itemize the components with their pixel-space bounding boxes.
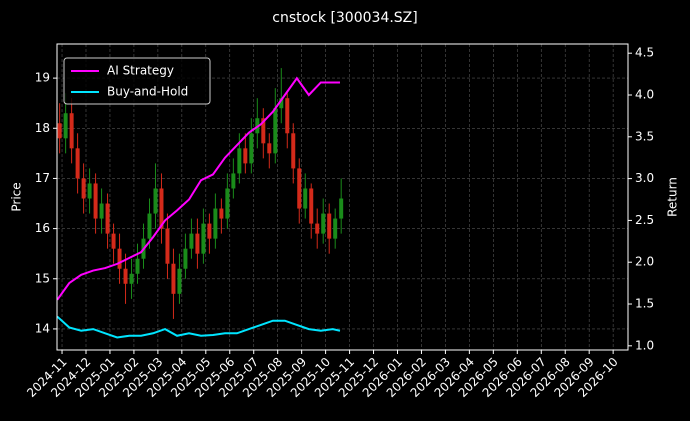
candle-body (117, 248, 122, 269)
candle-body (69, 113, 74, 149)
candle-body (201, 223, 206, 254)
candle-body (129, 273, 134, 284)
candle-body (231, 173, 236, 189)
candle-body (297, 168, 302, 209)
candle-body (153, 188, 158, 214)
y-axis-label: Price (10, 182, 24, 211)
candle-body (87, 183, 92, 199)
candle-body (171, 263, 176, 294)
candle-body (207, 223, 212, 239)
candle-body (309, 188, 314, 224)
candle-body (315, 223, 320, 234)
candle-body (177, 268, 182, 294)
candle-body (267, 143, 272, 154)
y2-tick-label: 3.5 (635, 129, 654, 143)
y2-tick-label: 2.5 (635, 213, 654, 227)
candle-body (195, 233, 200, 254)
candle-body (303, 188, 308, 209)
candle-body (147, 213, 152, 239)
candle-body (81, 178, 86, 199)
y2-axis-label: Return (666, 177, 680, 217)
candle-body (237, 148, 242, 174)
candle-body (183, 248, 188, 269)
candle-body (135, 258, 140, 274)
candle-body (99, 203, 104, 219)
legend-label: Buy-and-Hold (107, 85, 188, 99)
candle-body (261, 118, 266, 144)
candle-body (243, 148, 248, 164)
candle-body (57, 123, 62, 139)
candle-body (219, 208, 224, 219)
candle-body (159, 188, 164, 229)
y2-tick-label: 2.0 (635, 255, 654, 269)
y2-tick-label: 1.0 (635, 338, 654, 352)
y2-tick-label: 4.0 (635, 88, 654, 102)
plot-frame (56, 43, 629, 351)
candle-body (327, 213, 332, 239)
y-tick-label: 19 (35, 71, 50, 85)
candle-body (321, 213, 326, 234)
candle-body (225, 188, 230, 219)
candle-body (93, 183, 98, 219)
legend-box (63, 57, 211, 105)
candle-body (165, 228, 170, 264)
series-line (56, 76, 340, 301)
candle-body (75, 148, 80, 179)
candle-body (105, 203, 110, 234)
legend-label: AI Strategy (107, 64, 174, 78)
y2-tick-label: 4.5 (635, 46, 654, 60)
chart-title: cnstock [300034.SZ] (272, 10, 417, 26)
candle-body (213, 208, 218, 239)
y2-tick-label: 1.5 (635, 297, 654, 311)
candle-body (123, 268, 128, 284)
candle-body (273, 108, 278, 154)
series-line (56, 315, 341, 339)
y-tick-label: 15 (35, 271, 50, 285)
legend: AI Strategy Buy-and-Hold (63, 57, 211, 105)
candle-body (63, 113, 68, 139)
candle-body (339, 198, 344, 219)
candle-body (189, 233, 194, 249)
candle-body (285, 98, 290, 134)
y-tick-label: 17 (35, 171, 50, 185)
candle-body (111, 233, 116, 249)
y-tick-label: 18 (35, 121, 50, 135)
y-tick-label: 14 (35, 321, 50, 335)
y2-tick-label: 3.0 (635, 171, 654, 185)
y-tick-label: 16 (35, 221, 50, 235)
candle-body (279, 98, 284, 109)
candle-body (291, 133, 296, 169)
candle-body (249, 133, 254, 164)
candle-body (333, 218, 338, 239)
